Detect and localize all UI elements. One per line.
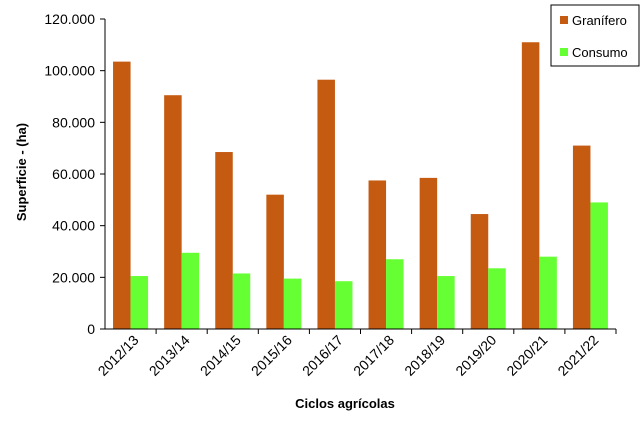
y-tick-label: 20.000 [52, 269, 95, 285]
bar-granifero-2021-22 [572, 145, 591, 329]
bar-granifero-2018-19 [419, 177, 438, 329]
y-tick-label: 60.000 [52, 166, 95, 182]
bar-granifero-2015-16 [266, 194, 284, 329]
x-tick-label: 2016/17 [299, 332, 346, 379]
bar-consumo-2013-14 [181, 252, 200, 329]
bar-consumo-2015-16 [283, 278, 302, 329]
x-tick-label: 2020/21 [503, 332, 550, 379]
bar-consumo-2018-19 [437, 276, 455, 329]
bar-granifero-2019-20 [470, 214, 489, 329]
x-tick-label: 2015/16 [248, 332, 295, 379]
bar-granifero-2012-13 [113, 61, 131, 329]
bar-consumo-2016-17 [334, 281, 353, 329]
y-tick-label: 0 [87, 321, 95, 337]
x-tick-label: 2021/22 [554, 332, 601, 379]
bar-consumo-2020-21 [539, 256, 557, 329]
y-tick-label: 100.000 [44, 63, 95, 79]
legend-swatch-consumo [560, 48, 568, 56]
legend-swatch-granifero [560, 16, 568, 24]
x-tick-label: 2012/13 [95, 332, 142, 379]
bar-granifero-2020-21 [521, 42, 540, 329]
bar-consumo-2019-20 [488, 268, 506, 329]
x-tick-label: 2019/20 [452, 332, 499, 379]
bar-consumo-2017-18 [386, 259, 404, 329]
legend-label-granifero: Granífero [572, 13, 627, 28]
x-axis-ticks: 2012/13 2013/14 2014/15 2015/16 2016/17 2017/… [95, 329, 617, 379]
legend: Granífero Consumo [550, 4, 640, 67]
x-tick-label: 2014/15 [197, 332, 244, 379]
bar-consumo-2014-15 [232, 273, 251, 329]
x-axis-label: Ciclos agrícolas [295, 396, 395, 411]
y-tick-label: 40.000 [52, 218, 95, 234]
x-tick-label: 2017/18 [350, 332, 397, 379]
bar-consumo-2021-22 [590, 202, 608, 329]
x-tick-label: 2018/19 [401, 332, 448, 379]
y-tick-label: 120.000 [44, 11, 95, 27]
bar-granifero-2013-14 [164, 95, 182, 329]
bar-granifero-2016-17 [317, 79, 335, 329]
y-axis-ticks: 0 20.000 40.000 60.000 80.000 100.000 120.000 [44, 11, 105, 337]
bars-group [113, 42, 608, 329]
bar-granifero-2014-15 [215, 152, 233, 329]
y-axis-label: Superficie - (ha) [14, 123, 29, 221]
bar-consumo-2012-13 [130, 276, 149, 329]
bar-granifero-2017-18 [368, 180, 387, 329]
y-tick-label: 80.000 [52, 114, 95, 130]
x-tick-label: 2013/14 [146, 332, 193, 379]
legend-label-consumo: Consumo [572, 45, 628, 60]
